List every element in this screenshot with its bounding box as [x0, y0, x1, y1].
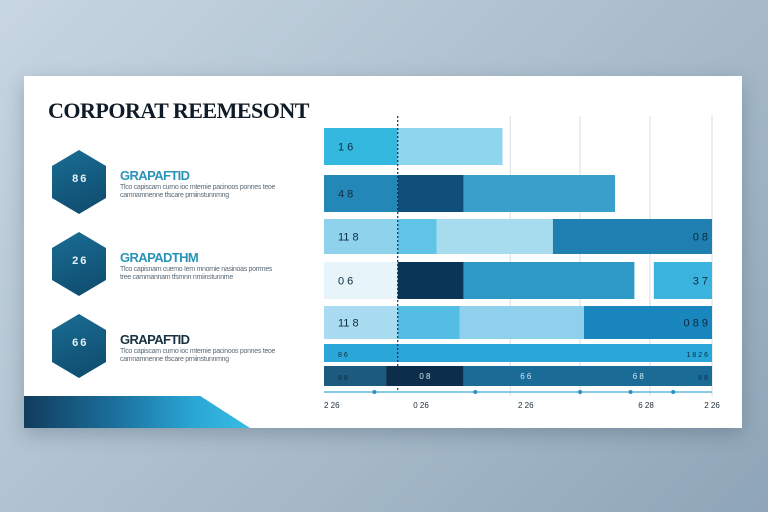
axis-dot: [372, 390, 377, 394]
axis-dot: [578, 390, 583, 394]
bar-chart: 1 6 4 8 11 8 0 8 0 6 3 7 11 8 0 8 9 8 6 1 8 2 6 8 …: [324, 116, 720, 410]
bar-segment: [459, 306, 584, 339]
bar-segment: [324, 344, 712, 362]
bar-segment: [552, 219, 712, 254]
axis-dot: [628, 390, 633, 394]
bar-inner-label: 6 8: [633, 372, 645, 381]
info-row-description: Tlco capiscam curno ioc mtemie pacinoos …: [120, 348, 276, 363]
x-tick-label: 2 26: [704, 401, 720, 410]
bar-segment: [397, 128, 503, 165]
bar-segment: [583, 306, 712, 339]
slide-title: CORPORAT REEMESONT: [48, 98, 309, 123]
info-row-title: GRAPAFTID: [120, 332, 190, 347]
bar-segment: [653, 262, 712, 299]
x-tick-label: 6 28: [638, 401, 654, 410]
info-row-2: 2 6 GRAPADTHM Tlco capisnam cuemo Iem mn…: [24, 232, 324, 302]
bar-end-label: 3 7: [693, 276, 708, 288]
info-row-title: GRAPAFTID: [120, 168, 190, 183]
bar-segment: [324, 219, 398, 254]
bar-inner-label: 0 8: [419, 372, 431, 381]
bar-label: 8 6: [338, 352, 348, 359]
axis-dot: [671, 390, 676, 394]
bar-segment: [397, 306, 460, 339]
hexagon-icon: 8 6: [52, 150, 106, 214]
info-row-title: GRAPADTHM: [120, 250, 199, 265]
hexagon-value: 2 6: [72, 255, 86, 267]
bar-segment: [397, 262, 464, 299]
hexagon-icon: 2 6: [52, 232, 106, 296]
info-row-description: Tlco capisnam cuemo Iem mnornie nasinoas…: [120, 266, 273, 281]
bar-segment: [463, 175, 615, 212]
bar-segment: [463, 262, 635, 299]
bar-segment: [324, 128, 398, 165]
bar-end-label: 0 8: [693, 232, 708, 244]
slide-panel: CORPORAT REEMESONT 8 6 GRAPAFTID Tlco ca…: [24, 76, 742, 428]
bar-end-label: 6 8: [698, 375, 708, 382]
bar-segment: [436, 219, 553, 254]
bar-label: 0 6: [338, 276, 353, 288]
bar-segment: [324, 175, 398, 212]
hexagon-icon: 6 6: [52, 314, 106, 378]
info-row-description: Tlco capiscam curno ioc mtemie pacinoos …: [120, 184, 276, 199]
bar-end-label: 0 8 9: [684, 318, 708, 330]
x-tick-label: 2 26: [324, 401, 340, 410]
bar-label: 4 8: [338, 189, 353, 201]
decorative-band: [24, 396, 250, 428]
bar-inner-label: 6 6: [520, 372, 532, 381]
hexagon-value: 8 6: [72, 173, 86, 185]
bar-label: 11 8: [338, 232, 359, 244]
info-row-3: 6 6 GRAPAFTID Tlco capiscam curno ioc mt…: [24, 314, 324, 384]
bar-segment: [324, 262, 398, 299]
info-row-1: 8 6 GRAPAFTID Tlco capiscam curno ioc mt…: [24, 150, 324, 220]
axis-dot: [473, 390, 478, 394]
bar-label: 11 8: [338, 318, 359, 330]
bar-segment: [386, 366, 464, 386]
bar-segment: [397, 219, 437, 254]
bar-label: 1 6: [338, 142, 353, 154]
bar-label: 8 8: [338, 375, 348, 382]
bar-end-label: 1 8 2 6: [687, 352, 709, 359]
bar-segment: [324, 306, 398, 339]
hexagon-value: 6 6: [72, 337, 86, 349]
x-tick-label: 2 26: [518, 401, 534, 410]
bar-segment: [463, 366, 712, 386]
bar-segment: [324, 366, 387, 386]
x-tick-label: 0 26: [413, 401, 429, 410]
bar-segment: [397, 175, 464, 212]
